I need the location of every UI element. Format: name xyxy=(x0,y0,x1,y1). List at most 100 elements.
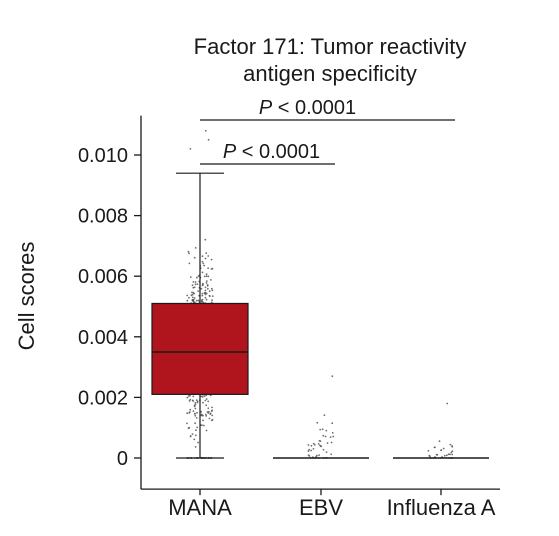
data-point xyxy=(210,301,213,304)
data-point xyxy=(194,434,197,437)
x-tick-label: EBV xyxy=(299,495,343,520)
data-point xyxy=(326,442,329,444)
data-point xyxy=(206,287,209,290)
data-point xyxy=(203,395,206,398)
y-tick-label: 0 xyxy=(117,448,128,470)
data-point xyxy=(195,299,198,302)
data-point xyxy=(193,292,196,295)
data-point xyxy=(193,286,196,289)
data-point xyxy=(204,296,207,299)
data-point xyxy=(211,409,214,412)
data-point xyxy=(202,301,205,304)
data-point xyxy=(192,286,195,289)
data-point xyxy=(188,262,191,265)
y-tick-label: 0.006 xyxy=(78,266,128,288)
data-point xyxy=(193,256,196,259)
data-point xyxy=(194,407,197,410)
significance-label: P < 0.0001 xyxy=(259,97,356,119)
data-point xyxy=(195,417,198,419)
y-tick-label: 0.002 xyxy=(78,387,128,409)
data-point xyxy=(313,444,316,446)
data-point xyxy=(204,286,207,289)
data-point xyxy=(186,396,189,399)
data-point xyxy=(442,447,445,450)
data-point xyxy=(451,453,454,456)
data-point xyxy=(197,441,200,444)
data-point xyxy=(325,451,328,453)
data-point xyxy=(332,435,335,438)
data-point xyxy=(195,429,197,432)
data-point xyxy=(208,290,211,293)
data-point xyxy=(205,280,208,282)
data-point xyxy=(193,438,196,441)
data-point xyxy=(211,406,213,409)
significance-p-value: < 0.0001 xyxy=(272,97,356,119)
data-point xyxy=(204,257,207,260)
data-point xyxy=(204,293,207,296)
data-point xyxy=(201,414,203,417)
data-point xyxy=(451,445,454,448)
data-point xyxy=(331,432,334,434)
data-point xyxy=(192,410,195,412)
data-point xyxy=(446,454,448,457)
data-point xyxy=(201,298,204,301)
data-point xyxy=(191,291,193,294)
data-point xyxy=(315,455,318,458)
data-point xyxy=(200,410,203,413)
data-point xyxy=(200,287,203,290)
significance-p-symbol: P xyxy=(223,141,237,163)
data-point xyxy=(428,454,431,457)
data-point xyxy=(205,252,208,255)
data-point xyxy=(322,434,325,437)
data-point xyxy=(205,298,208,301)
data-point xyxy=(450,451,453,454)
data-point xyxy=(323,414,326,417)
y-tick-label: 0.010 xyxy=(78,145,128,167)
data-point xyxy=(202,401,204,404)
data-point xyxy=(434,446,436,449)
data-point xyxy=(188,400,191,402)
data-point xyxy=(208,417,211,420)
significance-label: P < 0.0001 xyxy=(223,141,320,163)
data-point xyxy=(191,298,194,301)
chart-title-line-1: Factor 171: Tumor reactivity xyxy=(194,34,467,59)
data-point xyxy=(207,407,210,410)
y-tick-label: 0.008 xyxy=(78,206,128,228)
data-point xyxy=(201,284,204,287)
data-point xyxy=(194,422,197,425)
data-point xyxy=(322,448,325,451)
data-point xyxy=(201,271,204,274)
data-point xyxy=(193,404,196,407)
data-point xyxy=(186,294,189,297)
data-point xyxy=(208,410,210,413)
data-point xyxy=(427,450,430,452)
data-point xyxy=(191,284,194,287)
data-point xyxy=(189,398,192,401)
data-point xyxy=(189,435,192,438)
data-point xyxy=(447,453,450,456)
data-point xyxy=(201,255,204,258)
data-point xyxy=(211,267,214,270)
data-point xyxy=(204,399,207,402)
data-point xyxy=(201,292,204,295)
data-point xyxy=(211,418,214,421)
data-point xyxy=(188,296,190,299)
data-point xyxy=(310,449,313,452)
data-point xyxy=(316,421,319,424)
data-point xyxy=(210,287,213,290)
data-point xyxy=(438,440,441,443)
data-point xyxy=(312,442,315,445)
data-point xyxy=(205,415,208,417)
data-point xyxy=(307,454,310,456)
data-point xyxy=(195,399,198,402)
data-point xyxy=(203,264,206,267)
x-tick-label: Influenza A xyxy=(387,495,496,520)
data-point xyxy=(194,281,197,283)
boxes xyxy=(151,172,489,459)
data-point xyxy=(310,444,313,447)
data-point xyxy=(446,402,449,405)
data-point xyxy=(451,450,454,453)
data-point xyxy=(205,404,208,407)
data-point xyxy=(186,412,189,415)
